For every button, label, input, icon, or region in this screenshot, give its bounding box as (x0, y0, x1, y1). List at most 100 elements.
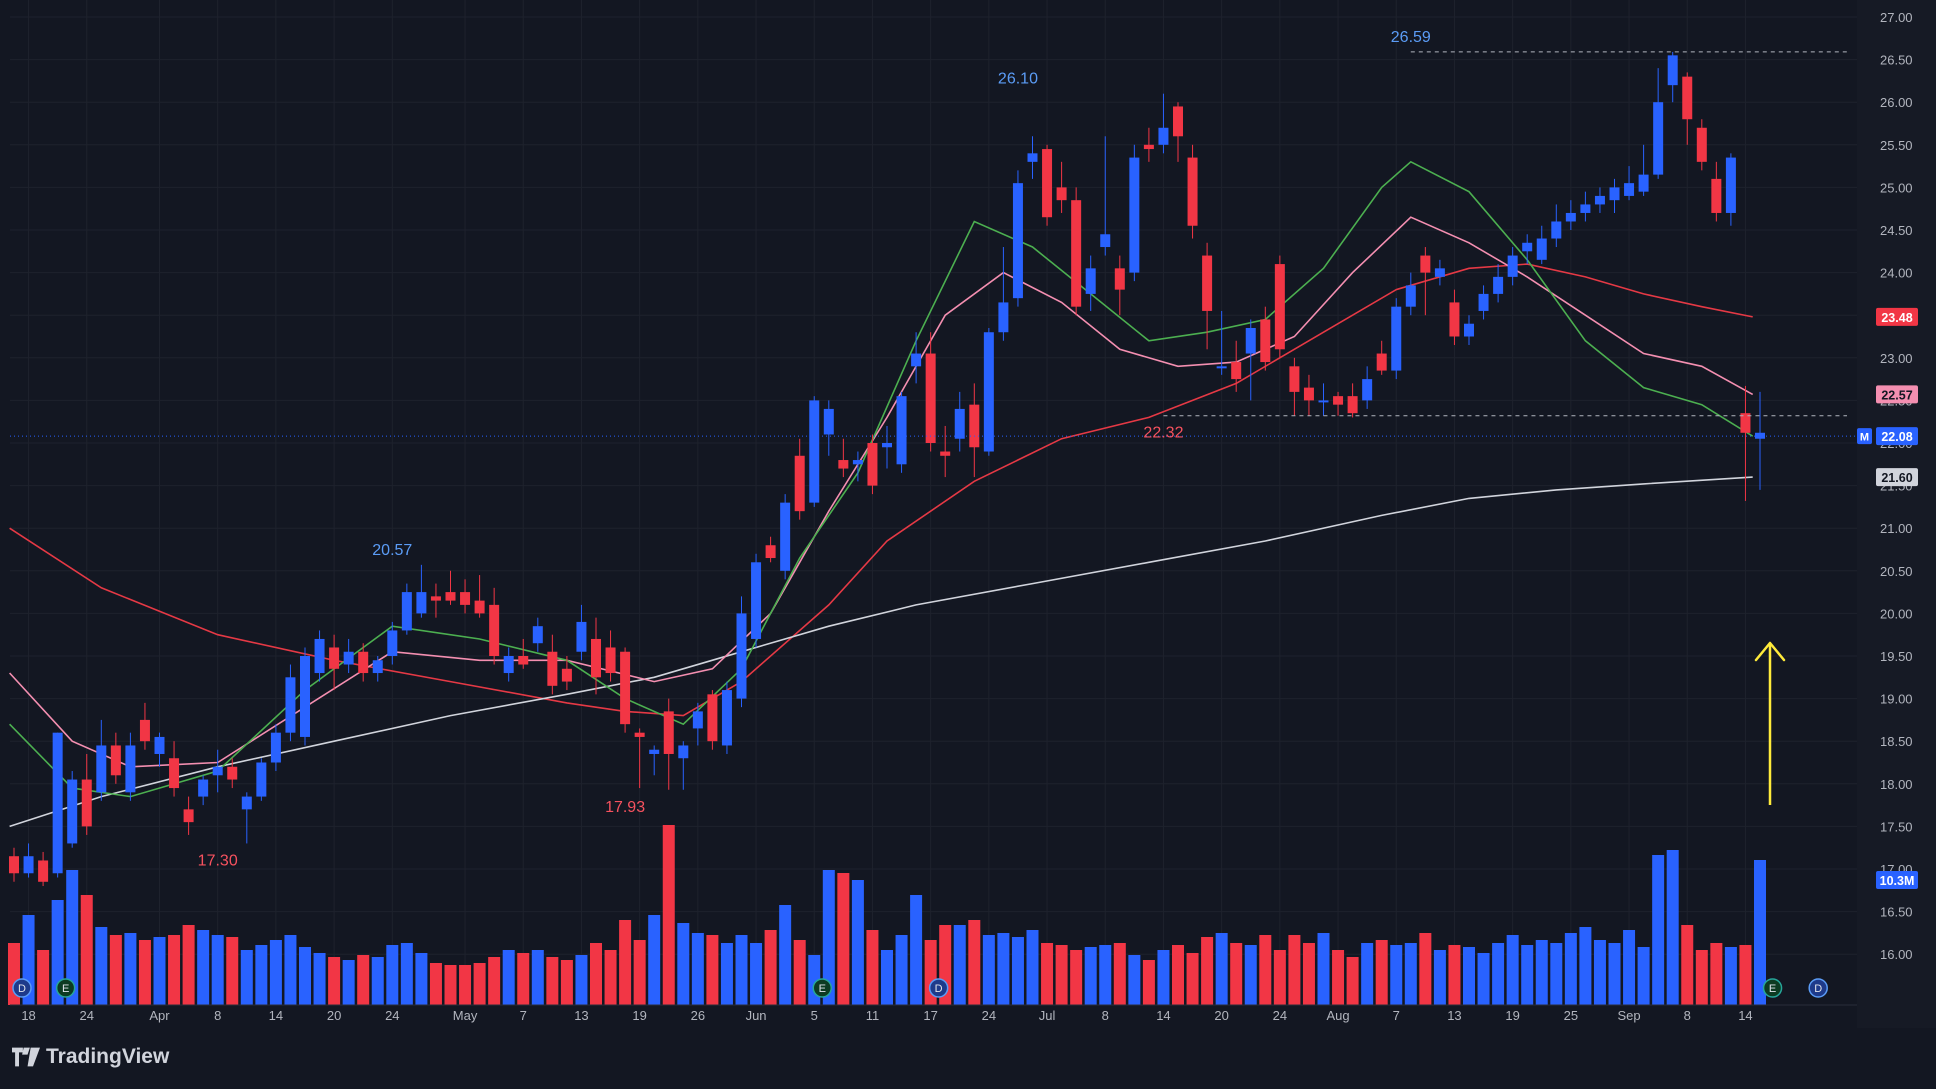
tradingview-logo[interactable]: TradingView (12, 1045, 169, 1069)
earnings-event-icon[interactable] (1762, 978, 1783, 998)
volume-bar (66, 870, 79, 1005)
earnings-event-icon[interactable] (55, 978, 76, 998)
candle-body (721, 690, 732, 746)
time-tick-label: Jul (1039, 1008, 1056, 1023)
price-badge-label: 10.3M (1880, 874, 1915, 888)
volume-bar (1317, 933, 1330, 1005)
volume-bar (1739, 945, 1752, 1005)
volume-bar (1332, 950, 1345, 1005)
candle-body (649, 749, 660, 754)
volume-bar (866, 930, 879, 1005)
candle-body (1449, 302, 1460, 337)
volume-bar (1084, 947, 1097, 1005)
candle-body (940, 451, 951, 456)
candle-body (81, 779, 92, 827)
candle-body (460, 592, 471, 605)
volume-bar (851, 880, 864, 1005)
dividend-event-icon[interactable] (12, 978, 32, 998)
candle-body (532, 626, 543, 644)
volume-bar (1623, 930, 1636, 1005)
candle-body (1667, 55, 1678, 86)
volume-bar (910, 895, 923, 1005)
price-axis-panel (1857, 0, 1936, 1030)
price-tick-label: 17.50 (1880, 819, 1913, 834)
volume-bar (357, 955, 370, 1005)
volume-bar (255, 945, 268, 1005)
candle-body (416, 592, 427, 614)
candle-body (1143, 144, 1154, 150)
volume-bar (240, 950, 253, 1005)
candle-body (139, 719, 150, 742)
event-marker-label: E (1769, 983, 1776, 995)
candle-body (67, 779, 78, 844)
candle-body (954, 408, 965, 439)
volume-bar (80, 895, 93, 1005)
volume-bar (1419, 933, 1432, 1005)
time-tick-label: Aug (1326, 1008, 1349, 1023)
time-tick-label: Apr (149, 1008, 170, 1023)
candle-body (707, 694, 718, 742)
candle-body (1551, 221, 1562, 239)
candle-body (518, 656, 529, 665)
dividend-event-icon[interactable] (928, 978, 949, 998)
candle-body (1129, 157, 1140, 273)
time-tick-label: 11 (866, 1008, 880, 1023)
volume-bar (1142, 960, 1155, 1005)
volume-bar (1433, 950, 1446, 1005)
candle-body (634, 732, 645, 737)
time-tick-label: 24 (982, 1008, 996, 1023)
volume-bar (881, 950, 893, 1005)
volume-bar (1273, 950, 1286, 1005)
dividend-event-icon[interactable] (1808, 978, 1828, 998)
candle-body (1114, 268, 1125, 290)
candle-body (23, 856, 34, 874)
candle-body (1027, 153, 1038, 162)
time-tick-label: May (453, 1008, 478, 1023)
volume-bar (604, 950, 617, 1005)
volume-bar (1710, 943, 1723, 1005)
volume-bar (1550, 943, 1563, 1005)
volume-bar (662, 825, 675, 1005)
candle-body (765, 545, 776, 559)
volume-bar (1346, 957, 1359, 1005)
price-tick-label: 19.50 (1880, 649, 1913, 664)
candle-body (794, 455, 805, 512)
candle-body (474, 600, 485, 614)
earnings-event-icon[interactable] (812, 978, 832, 998)
volume-bar (182, 925, 195, 1005)
volume-bar (1579, 927, 1592, 1005)
volume-bar (1011, 937, 1024, 1005)
candle-body (1740, 413, 1751, 433)
volume-bar (1695, 950, 1708, 1005)
volume-bar (444, 965, 457, 1005)
volume-bar (706, 935, 719, 1005)
price-tick-label: 20.00 (1880, 606, 1913, 621)
candle-body (1522, 242, 1533, 252)
volume-bar (1070, 950, 1083, 1005)
volume-bar (342, 960, 355, 1005)
time-tick-label: 8 (1684, 1008, 1691, 1023)
volume-bar (269, 940, 282, 1005)
candle-body (1289, 366, 1300, 392)
volume-bar (168, 935, 181, 1005)
candle-body (983, 332, 994, 452)
volume-bar (764, 930, 777, 1005)
volume-bar (328, 957, 341, 1005)
candle-body (1158, 127, 1169, 145)
price-badge (1876, 385, 1918, 404)
price-tick-label: 20.50 (1880, 564, 1913, 579)
candle-body (198, 779, 209, 797)
volume-bar (138, 940, 151, 1005)
volume-bar (1201, 937, 1214, 1005)
candle-body (998, 302, 1009, 333)
candle-body (256, 762, 267, 797)
candle-body (1056, 187, 1067, 201)
candle-body (110, 745, 121, 776)
candle-body (285, 677, 296, 733)
ma-red-line (9, 263, 1753, 717)
volume-bar (895, 935, 908, 1005)
time-tick-label: 13 (574, 1008, 588, 1023)
volume-bar (1681, 925, 1694, 1005)
price-badge-label: 22.57 (1881, 388, 1912, 402)
